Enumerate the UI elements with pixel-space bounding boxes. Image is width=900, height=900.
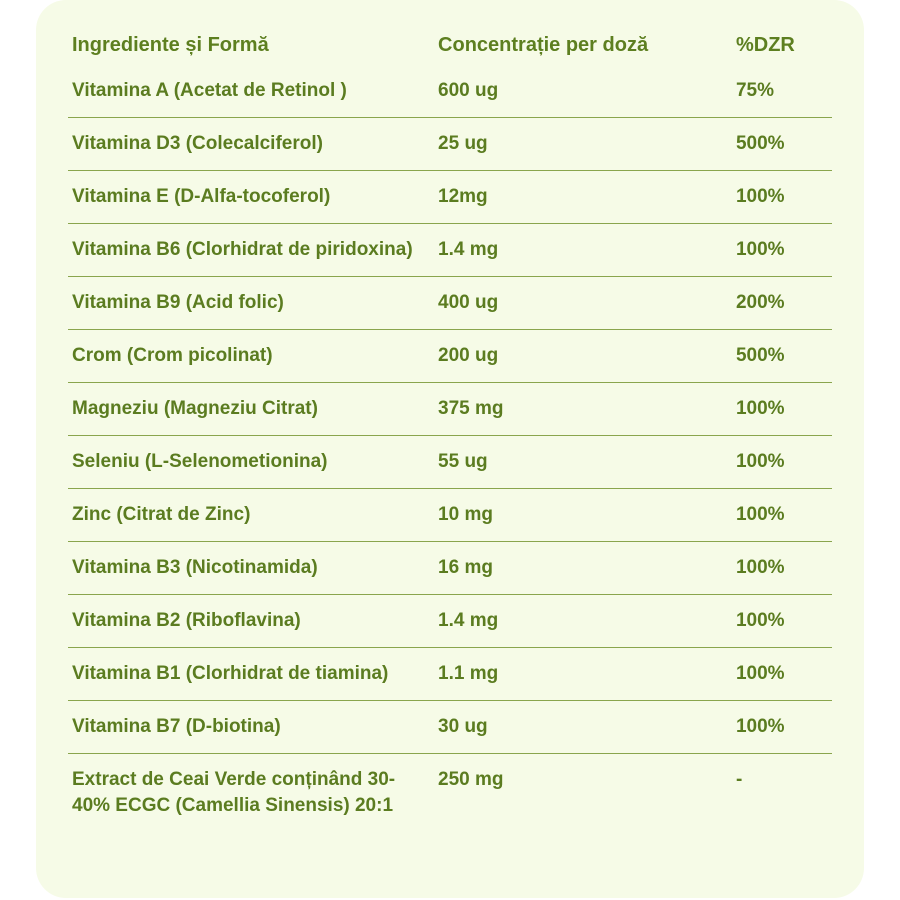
table-row: Vitamina B3 (Nicotinamida) 16 mg 100% (68, 541, 832, 595)
cell-dzr: 100% (731, 594, 832, 648)
cell-ingredient: Vitamina B9 (Acid folic) (68, 276, 435, 330)
cell-concentration: 1.1 mg (434, 647, 732, 701)
cell-concentration: 12mg (434, 170, 732, 224)
cell-ingredient: Extract de Ceai Verde conținând 30-40% E… (72, 769, 396, 816)
table-row: Extract de Ceai Verde conținând 30-40% E… (68, 754, 832, 833)
table-row: Vitamina B9 (Acid folic) 400 ug 200% (68, 276, 832, 330)
cell-dzr: 100% (731, 541, 832, 595)
cell-dzr: 100% (731, 435, 832, 489)
cell-dzr: 500% (731, 117, 832, 171)
ingredients-card: Ingrediente și Formă Concentrație per do… (36, 0, 864, 898)
cell-concentration: 400 ug (434, 276, 732, 330)
header-concentration: Concentrație per doză (438, 34, 649, 56)
table-row: Vitamina B6 (Clorhidrat de piridoxina) 1.… (68, 223, 832, 277)
table-row: Vitamina B2 (Riboflavina) 1.4 mg 100% (68, 594, 832, 648)
table-row: Vitamina E (D-Alfa-tocoferol) 12mg 100% (68, 170, 832, 224)
header-dzr: %DZR (735, 34, 795, 56)
table-row: Zinc (Citrat de Zinc) 10 mg 100% (68, 488, 832, 542)
cell-concentration: 10 mg (434, 488, 732, 542)
cell-dzr: - (735, 769, 743, 790)
cell-ingredient: Vitamina B2 (Riboflavina) (68, 594, 435, 648)
table-header-row: Ingrediente și Formă Concentrație per do… (68, 16, 832, 74)
table-row: Vitamina A (Acetat de Retinol ) 600 ug 75% (68, 74, 832, 118)
cell-ingredient: Magneziu (Magneziu Citrat) (68, 382, 435, 436)
cell-ingredient: Crom (Crom picolinat) (68, 329, 435, 383)
cell-ingredient: Vitamina D3 (Colecalciferol) (68, 117, 435, 171)
cell-concentration: 1.4 mg (434, 223, 732, 277)
cell-ingredient: Vitamina B1 (Clorhidrat de tiamina) (68, 647, 435, 701)
cell-concentration: 1.4 mg (434, 594, 732, 648)
cell-dzr: 100% (731, 647, 832, 701)
table-row: Vitamina B7 (D-biotina) 30 ug 100% (68, 700, 832, 754)
cell-concentration: 250 mg (438, 769, 504, 790)
cell-ingredient: Zinc (Citrat de Zinc) (68, 488, 435, 542)
cell-concentration: 16 mg (434, 541, 732, 595)
cell-ingredient: Vitamina B7 (D-biotina) (68, 700, 435, 754)
cell-dzr: 100% (731, 382, 832, 436)
header-ingredient: Ingrediente și Formă (72, 34, 269, 56)
cell-dzr: 100% (731, 488, 832, 542)
cell-ingredient: Vitamina A (Acetat de Retinol ) (68, 74, 435, 118)
cell-dzr: 200% (731, 276, 832, 330)
table-row: Vitamina D3 (Colecalciferol) 25 ug 500% (68, 117, 832, 171)
table-row: Magneziu (Magneziu Citrat) 375 mg 100% (68, 382, 832, 436)
cell-ingredient: Vitamina E (D-Alfa-tocoferol) (68, 170, 435, 224)
cell-ingredient: Seleniu (L-Selenometionina) (68, 435, 435, 489)
table-row: Seleniu (L-Selenometionina) 55 ug 100% (68, 435, 832, 489)
cell-dzr: 75% (731, 74, 832, 118)
ingredients-table: Ingrediente și Formă Concentrație per do… (68, 16, 832, 832)
table-body: Vitamina A (Acetat de Retinol ) 600 ug 75%… (68, 74, 832, 832)
cell-dzr: 100% (731, 170, 832, 224)
cell-ingredient: Vitamina B6 (Clorhidrat de piridoxina) (68, 223, 435, 277)
cell-concentration: 200 ug (434, 329, 732, 383)
cell-concentration: 600 ug (434, 74, 732, 118)
cell-dzr: 500% (731, 329, 832, 383)
cell-concentration: 375 mg (434, 382, 732, 436)
cell-concentration: 30 ug (434, 700, 732, 754)
table-row: Vitamina B1 (Clorhidrat de tiamina) 1.1 m… (68, 647, 832, 701)
cell-dzr: 100% (731, 223, 832, 277)
table-row: Crom (Crom picolinat) 200 ug 500% (68, 329, 832, 383)
cell-ingredient: Vitamina B3 (Nicotinamida) (68, 541, 435, 595)
cell-concentration: 25 ug (434, 117, 732, 171)
cell-concentration: 55 ug (434, 435, 732, 489)
cell-dzr: 100% (731, 700, 832, 754)
